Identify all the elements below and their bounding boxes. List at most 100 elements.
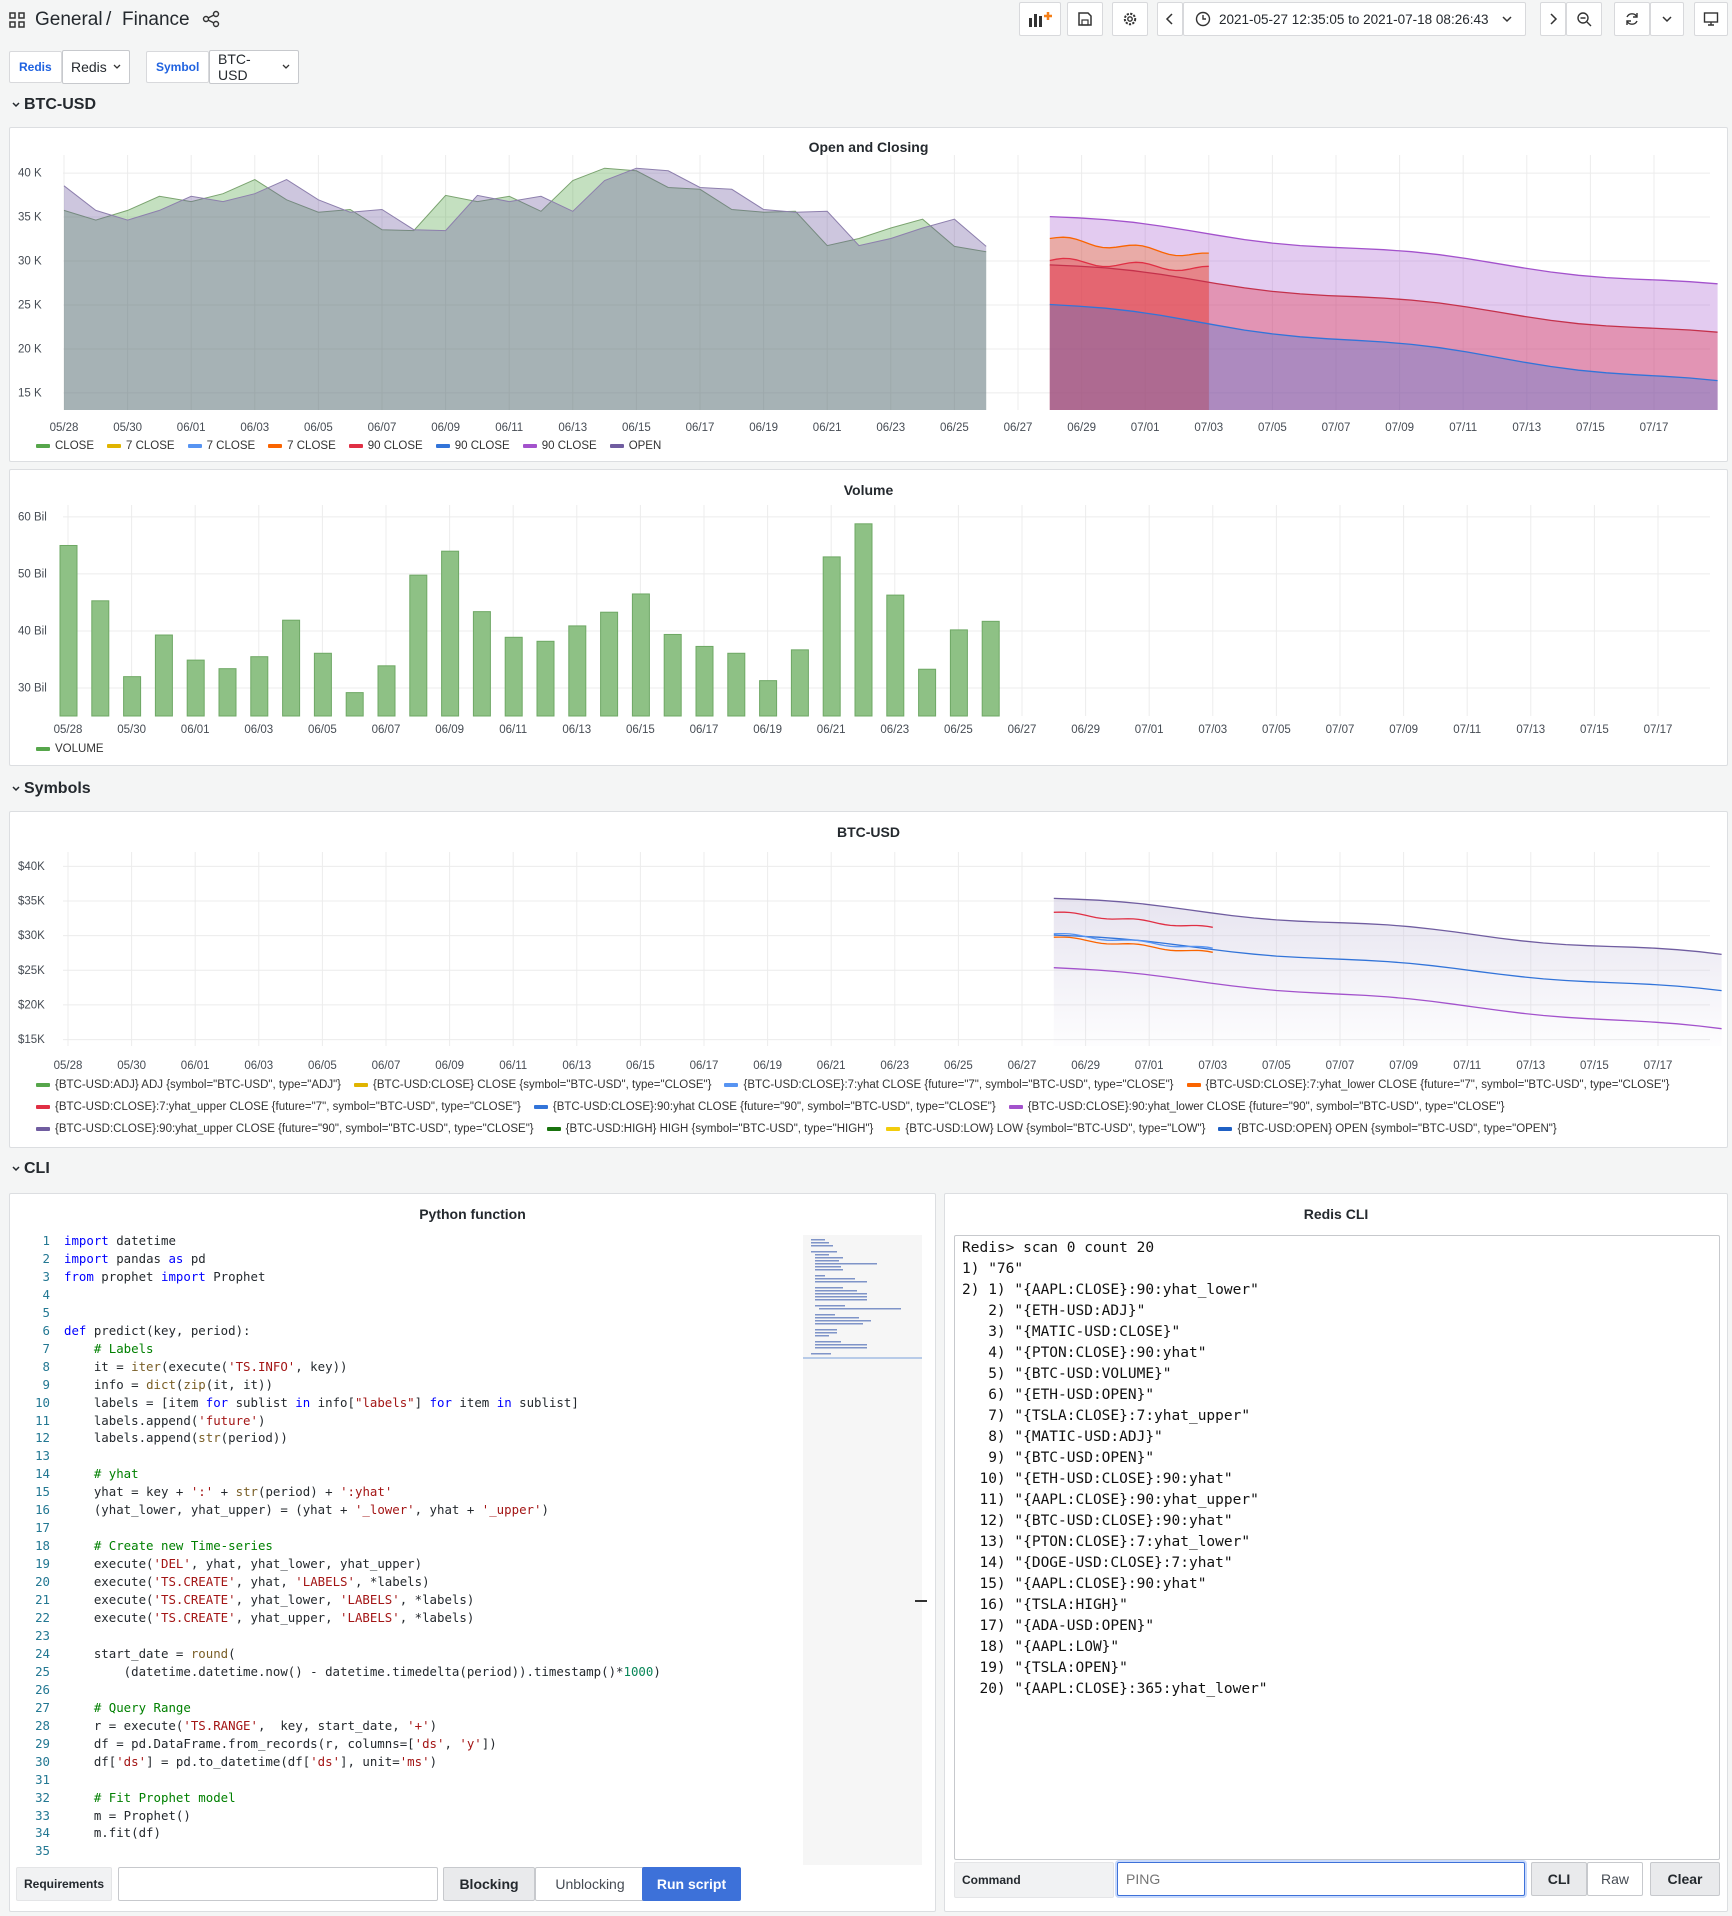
legend-item[interactable]: 7 CLOSE: [107, 435, 175, 457]
volume-bar[interactable]: [854, 523, 873, 717]
run-script-button[interactable]: Run script: [642, 1867, 741, 1901]
volume-bar[interactable]: [536, 640, 555, 717]
volume-bar[interactable]: [822, 556, 841, 717]
legend-item[interactable]: {BTC-USD:HIGH} HIGH {symbol="BTC-USD", t…: [546, 1118, 873, 1140]
volume-bar[interactable]: [345, 692, 364, 717]
panel-title[interactable]: Open and Closing: [808, 139, 929, 155]
cli-output-textarea[interactable]: [954, 1235, 1720, 1860]
panel-title[interactable]: Python function: [419, 1206, 526, 1222]
legend-swatch: [522, 444, 537, 448]
volume-bar[interactable]: [759, 680, 778, 717]
volume-bar[interactable]: [441, 550, 460, 717]
unblocking-toggle[interactable]: Unblocking: [535, 1867, 645, 1901]
volume-bar[interactable]: [886, 594, 905, 717]
legend-item[interactable]: {BTC-USD:CLOSE}:7:yhat_upper CLOSE {futu…: [36, 1096, 521, 1118]
legend-item[interactable]: 90 CLOSE: [522, 435, 597, 457]
volume-bar[interactable]: [282, 619, 301, 717]
volume-bar[interactable]: [727, 652, 746, 717]
volume-bar[interactable]: [218, 668, 237, 717]
refresh-button[interactable]: [1614, 2, 1650, 36]
forecast-90-yhat-area: [1049, 264, 1718, 410]
save-dashboard-button[interactable]: [1067, 2, 1103, 36]
legend-item[interactable]: 7 CLOSE: [268, 435, 336, 457]
legend-item[interactable]: VOLUME: [36, 738, 104, 760]
legend-item[interactable]: OPEN: [609, 435, 661, 457]
open-close-chart[interactable]: 40 K 35 K 30 K 25 K 20 K 15 K 05/28 05/30 06/01 0…: [10, 128, 1729, 463]
add-panel-button[interactable]: [1019, 2, 1061, 36]
legend-item[interactable]: 90 CLOSE: [435, 435, 510, 457]
editor-minimap[interactable]: [803, 1235, 922, 1865]
clock-icon: [1195, 11, 1211, 27]
volume-bar[interactable]: [949, 629, 968, 717]
refresh-interval-dropdown[interactable]: [1650, 2, 1684, 36]
volume-bar[interactable]: [663, 633, 682, 717]
symbols-chart[interactable]: $40K $35K $30K $25K $20K $15K 05/28 05/30 06/01 0…: [10, 812, 1729, 1072]
volume-bar[interactable]: [600, 611, 619, 717]
legend-item[interactable]: {BTC-USD:CLOSE}:90:yhat_upper CLOSE {fut…: [36, 1118, 534, 1140]
time-shift-forward-button[interactable]: [1540, 2, 1566, 36]
row-toggle-cli[interactable]: CLI: [12, 1160, 50, 1178]
legend-item[interactable]: CLOSE: [36, 435, 94, 457]
clear-button[interactable]: Clear: [1650, 1862, 1720, 1896]
volume-bar[interactable]: [154, 634, 173, 717]
variable-select-symbol[interactable]: BTC-USD: [209, 50, 299, 84]
volume-bar[interactable]: [91, 600, 110, 717]
row-toggle-symbols[interactable]: Symbols: [12, 780, 91, 798]
variable-select-redis[interactable]: Redis: [62, 50, 130, 84]
top-navbar: General / Finance 2021-05-27 12:35:05 to…: [0, 0, 1732, 40]
time-range-picker[interactable]: 2021-05-27 12:35:05 to 2021-07-18 08:26:…: [1183, 2, 1526, 36]
panel-title[interactable]: BTC-USD: [837, 824, 900, 840]
volume-bar[interactable]: [790, 649, 809, 717]
legend-item[interactable]: {BTC-USD:LOW} LOW {symbol="BTC-USD", typ…: [886, 1118, 1205, 1140]
x-tick-label: 07/17: [1644, 724, 1673, 736]
legend-item[interactable]: {BTC-USD:OPEN} OPEN {symbol="BTC-USD", t…: [1218, 1118, 1557, 1140]
raw-mode-button[interactable]: Raw: [1587, 1862, 1643, 1896]
volume-bar[interactable]: [377, 665, 396, 717]
legend-swatch: [1008, 1105, 1023, 1109]
panel-title[interactable]: Volume: [843, 482, 894, 498]
legend-item[interactable]: {BTC-USD:CLOSE} CLOSE {symbol="BTC-USD",…: [354, 1074, 711, 1096]
scrollbar-handle[interactable]: [915, 1600, 927, 1602]
x-tick-label: 06/09: [431, 422, 460, 434]
command-input[interactable]: [1117, 1862, 1525, 1896]
volume-bar[interactable]: [504, 636, 523, 717]
x-tick-label: 06/05: [304, 422, 333, 434]
legend-item[interactable]: 90 CLOSE: [348, 435, 423, 457]
volume-bar[interactable]: [409, 574, 428, 717]
dashboards-grid-icon[interactable]: [9, 12, 25, 28]
row-toggle-btc-usd[interactable]: BTC-USD: [12, 96, 96, 114]
volume-bar[interactable]: [472, 611, 491, 717]
volume-bar[interactable]: [918, 668, 937, 717]
volume-bar[interactable]: [313, 652, 332, 717]
legend-item[interactable]: {BTC-USD:CLOSE}:90:yhat CLOSE {future="9…: [533, 1096, 996, 1118]
requirements-input[interactable]: [118, 1867, 438, 1901]
x-tick-label: 07/07: [1322, 422, 1351, 434]
volume-bar[interactable]: [695, 645, 714, 717]
share-icon[interactable]: [202, 10, 220, 28]
volume-chart[interactable]: 60 Bil 50 Bil 40 Bil 30 Bil 05/28 05/30 06/01 0…: [10, 470, 1729, 767]
volume-bar[interactable]: [123, 676, 142, 717]
x-tick-label: 07/09: [1389, 724, 1418, 736]
legend-label: {BTC-USD:LOW} LOW {symbol="BTC-USD", typ…: [905, 1123, 1206, 1135]
volume-bar[interactable]: [250, 656, 269, 717]
volume-bar[interactable]: [981, 620, 1000, 717]
legend-item[interactable]: {BTC-USD:CLOSE}:90:yhat_lower CLOSE {fut…: [1008, 1096, 1504, 1118]
time-shift-back-button[interactable]: [1157, 2, 1183, 36]
volume-bar[interactable]: [568, 625, 587, 717]
panel-title[interactable]: Redis CLI: [1303, 1206, 1369, 1222]
legend-item[interactable]: {BTC-USD:CLOSE}:7:yhat CLOSE {future="7"…: [724, 1074, 1174, 1096]
volume-bar[interactable]: [59, 544, 78, 717]
zoom-out-button[interactable]: [1566, 2, 1602, 36]
breadcrumb-folder[interactable]: General: [35, 9, 103, 30]
blocking-toggle[interactable]: Blocking: [443, 1867, 535, 1901]
dashboard-settings-button[interactable]: [1112, 2, 1148, 36]
legend-item[interactable]: 7 CLOSE: [187, 435, 255, 457]
cli-mode-button[interactable]: CLI: [1531, 1862, 1587, 1896]
volume-bar[interactable]: [186, 659, 205, 717]
breadcrumb-dashboard-title[interactable]: Finance: [122, 9, 190, 30]
volume-bar[interactable]: [631, 593, 650, 717]
legend-item[interactable]: {BTC-USD:ADJ} ADJ {symbol="BTC-USD", typ…: [36, 1074, 341, 1096]
tv-mode-button[interactable]: [1694, 2, 1728, 36]
legend-item[interactable]: {BTC-USD:CLOSE}:7:yhat_lower CLOSE {futu…: [1186, 1074, 1669, 1096]
